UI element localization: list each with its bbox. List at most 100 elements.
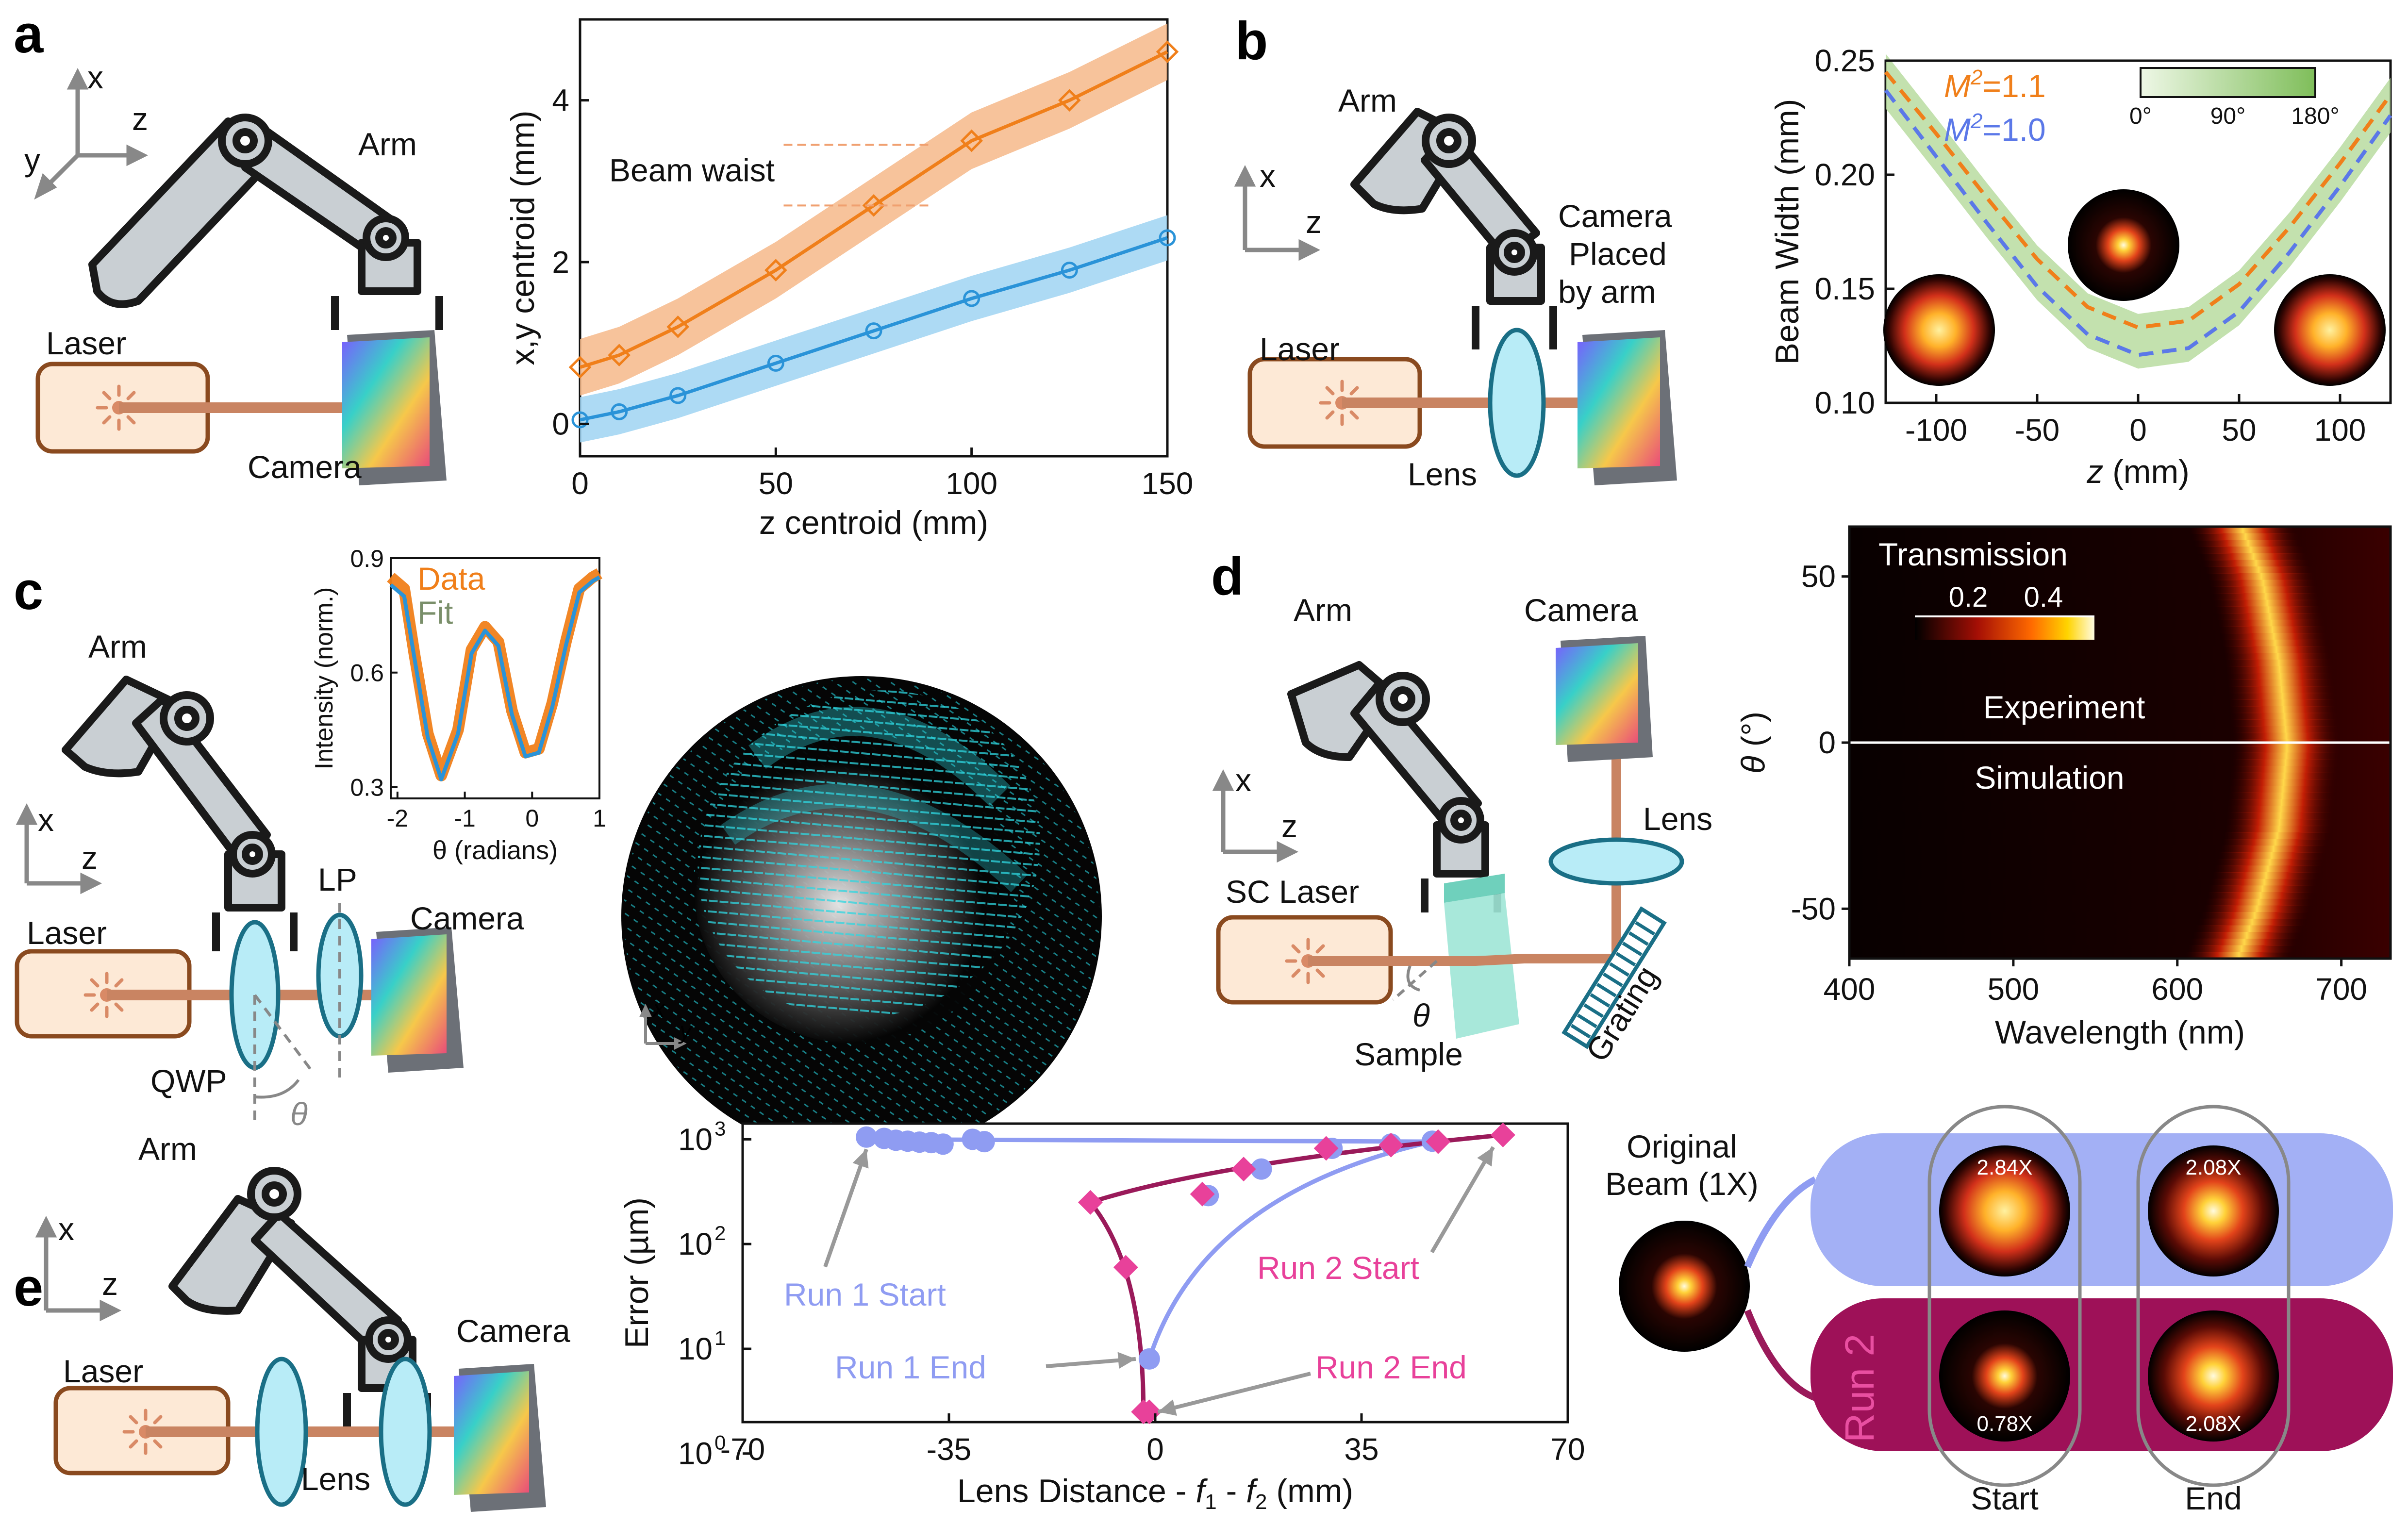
axis-z-label: z: [82, 840, 98, 876]
chart-d: Transmission 0.2 0.4 Experiment Simulation 40…: [1735, 525, 2392, 1051]
heatmap-ridge-slice: [2189, 527, 2296, 534]
heatmap-ridge-slice: [2208, 573, 2315, 580]
x-tick-label: 0: [525, 805, 539, 832]
run1-end-mag: 2.08X: [2186, 1156, 2242, 1179]
heatmap-ridge-slice: [2226, 666, 2333, 674]
run2-end-annotation-arrowhead: [1158, 1399, 1177, 1416]
series-0-point: [608, 344, 631, 367]
heatmap-ridge-slice: [2232, 759, 2339, 766]
run1-end-annotation-arrowhead: [1117, 1352, 1136, 1369]
panel-a-schematic: a x z y Arm Laser Camera: [14, 4, 447, 485]
x-tick-label: 50: [759, 466, 793, 501]
heatmap-ridge-slice: [2210, 879, 2318, 886]
y-axis-title: Beam Width (mm): [1769, 99, 1806, 365]
plot-frame: [390, 557, 600, 799]
series-0-point: [862, 194, 885, 217]
beam-waist-label: Beam waist: [609, 152, 775, 188]
heatmap-ridge-slice: [2229, 792, 2336, 800]
lens1-icon: [255, 1357, 308, 1507]
sample-label: Sample: [1354, 1036, 1463, 1072]
panel-d-label: d: [1211, 547, 1244, 606]
start-column-outline: [1927, 1105, 2082, 1487]
robot-arm-icon: [1287, 661, 1501, 912]
x-tick-label: 100: [2314, 413, 2366, 448]
x-tick-label: -2: [387, 805, 408, 832]
x-axis-title: Lens Distance - f1 - f2 (mm): [957, 1473, 1353, 1514]
angle-arc: [254, 1079, 300, 1099]
camera-label: Camera: [248, 449, 362, 485]
run2-start-mag: 0.78X: [1977, 1412, 2033, 1436]
heatmap-ridge-slice: [2228, 686, 2335, 694]
heatmap-ridge-slice: [2231, 719, 2339, 727]
run2-curve: [1086, 1132, 1503, 1412]
panel-b-schematic: b x z Arm Laser Lens Camera Placed by ar…: [1234, 11, 1677, 492]
run2-start-annotation-arrowhead: [1477, 1147, 1494, 1167]
x-tick-label: 50: [2222, 413, 2256, 448]
heatmap-ridge-slice: [2196, 925, 2303, 933]
series-1-point: [963, 290, 980, 307]
run1-curve: [1147, 1139, 1433, 1360]
series-0-point: [568, 356, 592, 379]
beam-image-center: [2068, 189, 2179, 301]
heatmap-ridge-slice: [2212, 593, 2320, 600]
panel-e-schematic: e x z Arm Laser Lens Camera: [14, 1131, 570, 1512]
x-tick-label: 700: [2315, 972, 2367, 1007]
arm-label: Arm: [88, 629, 147, 664]
heatmap-ridge-slice: [2205, 898, 2312, 906]
robot-arm-icon: [88, 114, 443, 330]
camera-label: Camera: [410, 900, 524, 936]
run1-end-beam-image: [2148, 1145, 2279, 1276]
y-tick-label: 10: [678, 1227, 713, 1261]
axis-z-label: z: [1306, 204, 1322, 240]
panel-b-label: b: [1235, 11, 1268, 71]
heatmap-ridge-slice: [2229, 693, 2336, 700]
axis-x-label: x: [58, 1211, 74, 1247]
robot-arm-icon: [62, 676, 298, 951]
panel-c-schematic: c x z Arm Laser θ LP QWP: [14, 561, 524, 1132]
heatmap-ridge-slice: [2223, 646, 2330, 654]
series-1-line: [1884, 89, 2392, 357]
x-tick-label: 35: [1344, 1432, 1378, 1467]
colorbar-label: 0°: [2129, 103, 2152, 129]
panel-a-label: a: [14, 4, 44, 64]
legend-0: M2=1.1: [1944, 66, 2046, 104]
heatmap-ridge-slice: [2226, 812, 2334, 820]
lens-icon: [1488, 328, 1546, 478]
y-tick-exponent: 1: [714, 1326, 726, 1349]
start-label: Start: [1971, 1480, 2038, 1516]
series-0-point: [1058, 89, 1081, 112]
lens-label: Lens: [1643, 801, 1712, 837]
heatmap-ridge-slice: [2198, 918, 2306, 926]
arm-label: Arm: [138, 1131, 197, 1167]
run1-point: [932, 1133, 954, 1155]
run1-point: [973, 1131, 995, 1153]
heatmap-ridge-slice: [2193, 932, 2301, 939]
heatmap-ridge-slice: [2201, 912, 2308, 919]
map-axis-y-label: y: [678, 1017, 693, 1044]
axis-z-label: z: [1281, 808, 1297, 844]
series-1-point: [1159, 229, 1176, 247]
colorbar-label: 0.2: [1949, 581, 1988, 613]
heatmap-ridge-slice: [2200, 553, 2307, 561]
arm-label: Arm: [358, 126, 417, 162]
y-tick-label: 0.25: [1814, 43, 1875, 78]
run2-start-annotation: Run 2 Start: [1257, 1250, 1419, 1286]
y-tick-exponent: 2: [714, 1222, 726, 1244]
heatmap-ridge-slice: [2209, 580, 2317, 587]
camera-icon: [1556, 636, 1653, 762]
axes-icon: [34, 67, 149, 200]
series-1-point: [865, 322, 882, 340]
run2-start-beam-image: [1939, 1310, 2070, 1442]
legend-fit: Fit: [417, 595, 453, 630]
x-tick-label: 150: [1142, 466, 1194, 501]
x-tick-label: 400: [1824, 972, 1876, 1007]
lp-label: LP: [318, 862, 357, 897]
laser-label: Laser: [63, 1353, 143, 1389]
x-tick-label: 70: [1550, 1432, 1585, 1467]
run1-start-annotation-arrow: [823, 1148, 868, 1268]
axis-z-label: z: [102, 1266, 118, 1302]
camera-label-line3: by arm: [1558, 274, 1656, 310]
panel-e-label: e: [14, 1258, 43, 1317]
run1-start-mag: 2.84X: [1977, 1156, 2033, 1179]
heatmap-ridge-slice: [2207, 892, 2314, 899]
